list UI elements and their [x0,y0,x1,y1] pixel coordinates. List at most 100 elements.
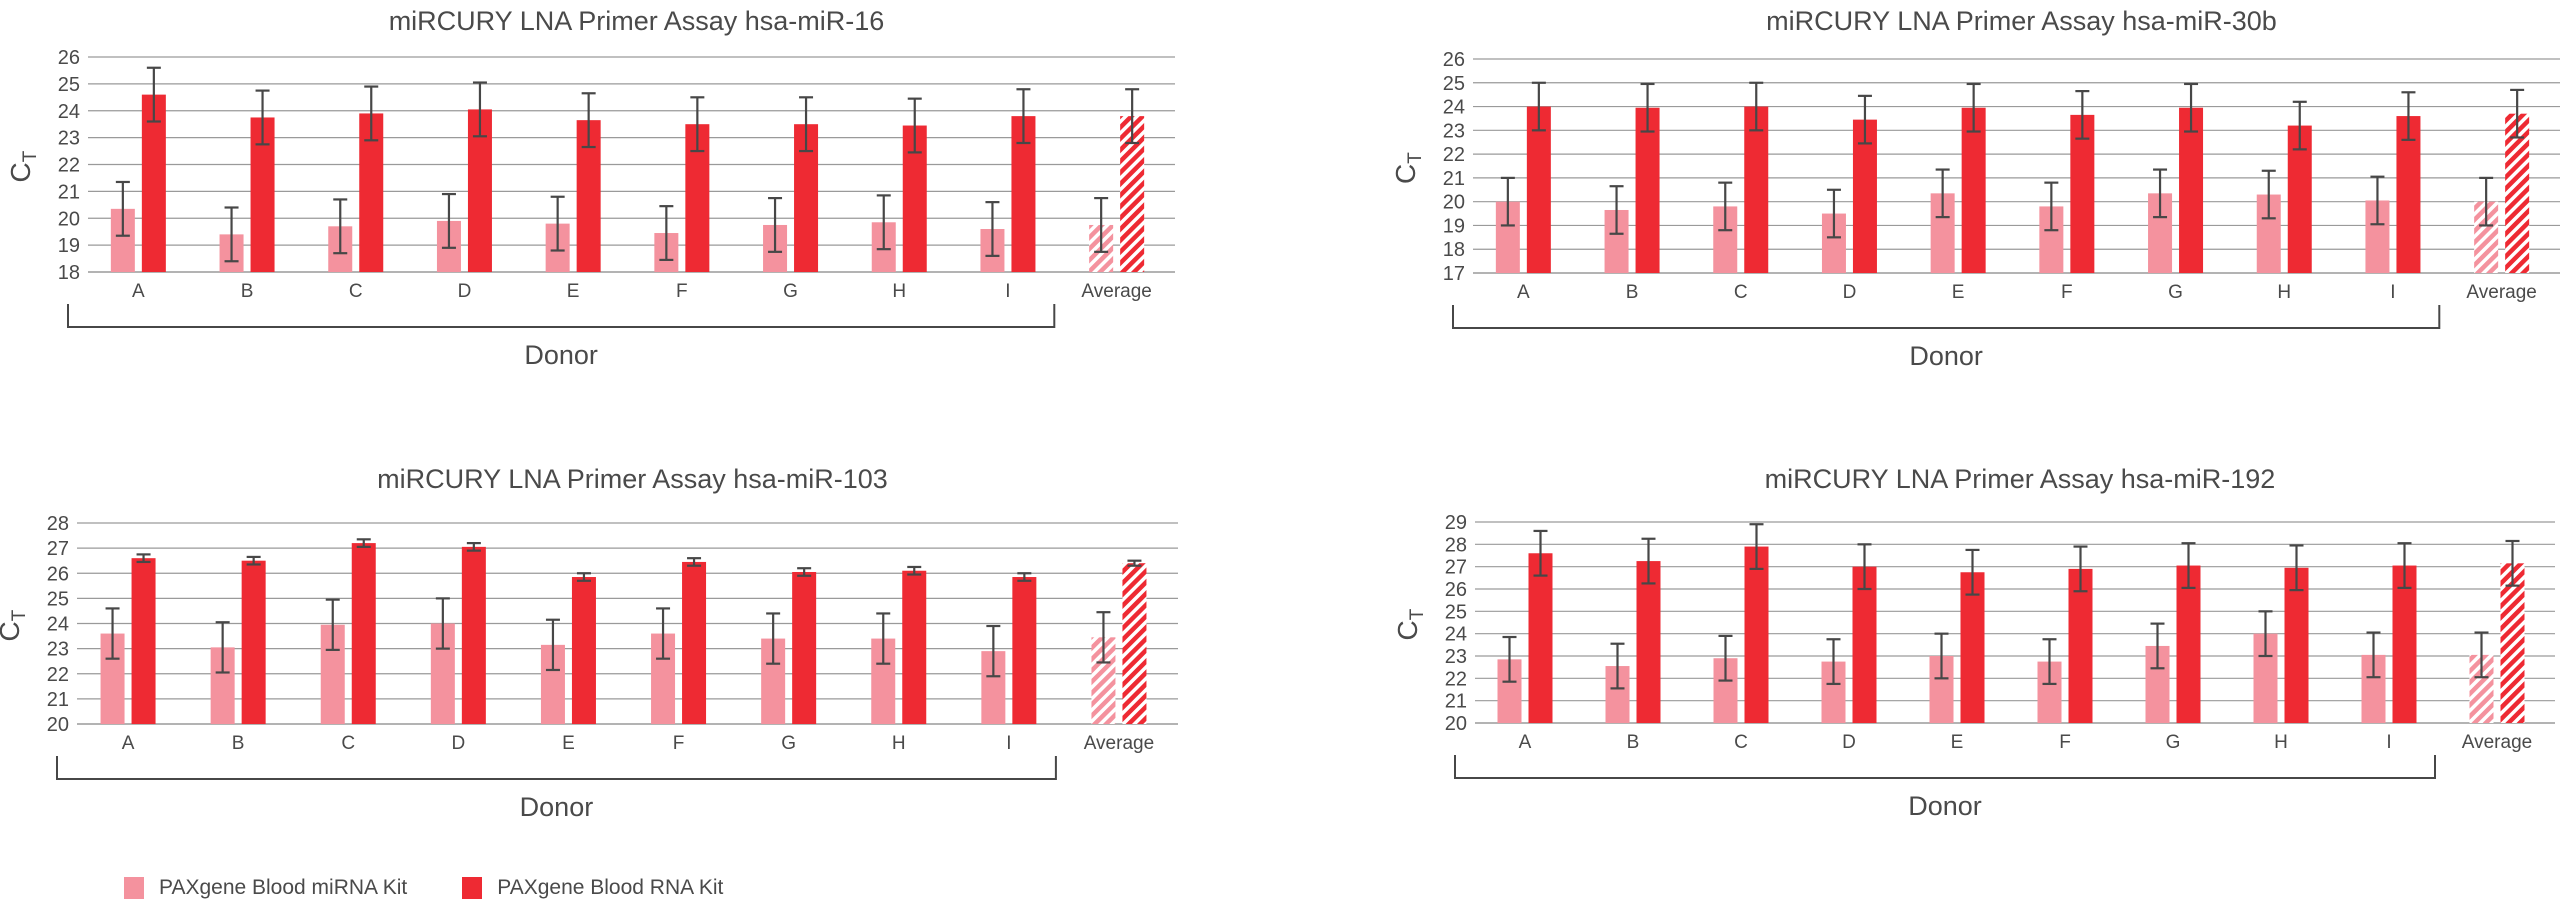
chart-title: miRCURY LNA Primer Assay hsa-miR-103 [377,464,888,494]
error-bar-mirna-kit-b [224,206,239,263]
error-bar-rna-kit-i [1016,88,1031,145]
y-tick-label: 17 [1443,263,1465,285]
error-bar-mirna-kit-average [2474,631,2489,679]
error-bar-rna-kit-b [255,89,270,146]
x-tick-label: F [2061,282,2073,303]
chart-title: miRCURY LNA Primer Assay hsa-miR-30b [1766,6,2277,36]
error-bar-rna-kit-g [2181,542,2196,589]
error-bar-rna-kit-c [1749,81,1764,132]
y-tick-label: 23 [1443,120,1465,142]
y-tick-label: 18 [58,262,80,284]
bar-rna-kit-c [1744,106,1769,273]
error-bar-rna-kit-b [1641,537,1656,585]
error-bar-rna-kit-average [1125,88,1140,145]
error-bar-rna-kit-i [2401,91,2416,141]
error-bar-rna-kit-average [1127,559,1142,567]
y-tick-label: 26 [1445,579,1467,601]
y-tick-label: 25 [47,588,69,610]
x-tick-label: G [2166,732,2181,753]
x-tick-label: G [2168,282,2183,303]
error-bar-mirna-kit-a [1500,176,1515,227]
x-tick-label: F [673,733,685,754]
y-tick-label: 22 [1445,668,1467,690]
donor-bracket [67,304,1056,328]
error-bar-mirna-kit-average [1096,611,1111,664]
error-bar-mirna-kit-b [1610,642,1625,690]
error-bar-mirna-kit-g [2153,168,2168,219]
x-tick-label: F [676,281,688,302]
bar-rna-kit-a [131,558,156,724]
error-bar-mirna-kit-g [766,612,781,665]
error-bar-rna-kit-a [1533,529,1548,577]
chart-title: miRCURY LNA Primer Assay hsa-miR-16 [389,6,885,36]
bar-rna-kit-d [1852,566,1877,723]
chart-svg: miRCURY LNA Primer Assay hsa-miR-103 20 21… [0,464,1178,822]
y-tick-label: 28 [1445,534,1467,556]
y-tick-label: 21 [1443,168,1465,190]
x-tick-label: Average [1084,733,1154,754]
error-bar-rna-kit-g [2184,82,2199,133]
x-tick-label: C [341,733,355,754]
x-tick-label: F [2059,732,2071,753]
error-bar-mirna-kit-h [876,612,891,665]
bar-rna-kit-e [1961,107,1986,273]
x-tick-label: A [1517,282,1530,303]
bar-rna-kit-h [902,570,927,724]
error-bar-rna-kit-f [2073,545,2088,593]
y-axis-label: CT [0,609,30,641]
error-bar-rna-kit-average [2505,539,2520,587]
error-bar-mirna-kit-f [659,205,674,262]
bar-rna-kit-b [1636,561,1661,723]
error-bar-rna-kit-f [690,96,705,153]
error-bar-mirna-kit-i [2370,175,2385,226]
legend: PAXgene Blood miRNA Kit PAXgene Blood RN… [124,876,778,900]
error-bar-rna-kit-a [146,66,161,123]
y-tick-label: 24 [58,101,80,123]
x-tick-label: E [1952,282,1965,303]
bar-rna-kit-f [2068,568,2093,723]
y-tick-label: 23 [58,128,80,150]
y-tick-label: 26 [47,563,69,585]
x-tick-label: I [2390,282,2395,303]
y-tick-label: 22 [47,664,69,686]
error-bar-mirna-kit-a [1502,635,1517,683]
error-bar-rna-kit-c [356,538,371,548]
bar-rna-kit-b [1635,107,1660,273]
y-tick-label: 24 [47,614,69,636]
error-bar-rna-kit-i [2397,542,2412,589]
y-tick-label: 19 [58,235,80,257]
x-tick-label: C [1734,282,1748,303]
bar-rna-kit-a [1526,106,1551,273]
bar-rna-kit-f [682,561,707,724]
x-tick-label: I [1006,733,1011,754]
legend-label: PAXgene Blood RNA Kit [497,876,724,899]
bar-rna-kit-e [1960,572,1985,723]
donor-bracket [56,756,1057,780]
error-bar-rna-kit-f [2075,89,2090,140]
error-bar-mirna-kit-e [550,195,565,252]
error-bar-rna-kit-f [687,557,702,567]
y-tick-label: 23 [47,639,69,661]
y-tick-label: 26 [58,47,80,69]
x-tick-label: E [1951,732,1964,753]
legend-item-rna-kit: PAXgene Blood RNA Kit [462,876,723,900]
bar-rna-kit-b [250,117,275,272]
chart-svg: miRCURY LNA Primer Assay hsa-miR-30b 1718… [1390,6,2560,371]
y-tick-label: 22 [1443,144,1465,166]
bar-rna-kit-i [2392,565,2417,723]
x-tick-label: G [783,281,798,302]
bar-rna-kit-b [241,560,266,724]
x-tick-label: C [349,281,363,302]
bar-rna-kit-average [1122,563,1147,724]
y-tick-label: 21 [58,181,80,203]
x-tick-label: B [241,281,254,302]
bar-rna-kit-g [2179,107,2204,273]
error-bar-rna-kit-average [2510,88,2525,139]
error-bar-mirna-kit-e [1935,168,1950,219]
error-bar-mirna-kit-b [215,621,230,674]
error-bar-mirna-kit-a [115,180,130,237]
error-bar-mirna-kit-average [1094,196,1109,253]
chart-mir-103: miRCURY LNA Primer Assay hsa-miR-103 20 21… [0,458,1180,843]
x-tick-label: B [1627,732,1640,753]
error-bar-mirna-kit-a [105,607,120,660]
